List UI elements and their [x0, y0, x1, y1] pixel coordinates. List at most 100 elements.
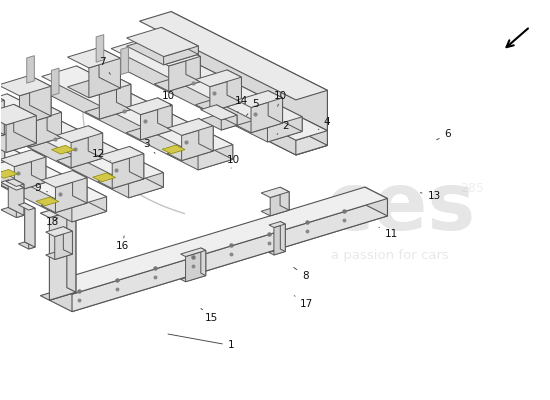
Polygon shape: [8, 180, 24, 215]
Polygon shape: [85, 102, 131, 119]
Polygon shape: [27, 56, 34, 83]
Text: 285: 285: [460, 182, 485, 194]
Polygon shape: [117, 77, 131, 110]
Polygon shape: [98, 172, 144, 188]
Text: 3: 3: [143, 139, 155, 153]
Polygon shape: [50, 187, 387, 294]
Polygon shape: [100, 84, 131, 119]
Polygon shape: [14, 157, 46, 192]
Polygon shape: [0, 104, 36, 125]
Polygon shape: [296, 90, 327, 155]
Polygon shape: [236, 116, 283, 133]
Polygon shape: [41, 196, 87, 213]
Polygon shape: [42, 66, 233, 155]
Polygon shape: [180, 248, 206, 256]
Polygon shape: [6, 179, 24, 186]
Text: 15: 15: [201, 308, 218, 322]
Polygon shape: [99, 48, 120, 88]
Polygon shape: [40, 205, 76, 218]
Polygon shape: [31, 150, 46, 182]
Polygon shape: [185, 250, 206, 282]
Polygon shape: [227, 70, 241, 102]
Polygon shape: [269, 222, 285, 228]
Polygon shape: [0, 132, 4, 138]
Text: 2: 2: [277, 121, 289, 134]
Polygon shape: [280, 222, 285, 252]
Polygon shape: [126, 36, 199, 65]
Polygon shape: [0, 76, 51, 96]
Text: 9: 9: [35, 183, 47, 193]
Polygon shape: [98, 146, 144, 163]
Polygon shape: [201, 248, 206, 276]
Polygon shape: [217, 105, 237, 125]
Polygon shape: [68, 48, 120, 68]
Polygon shape: [0, 98, 4, 135]
Text: 1: 1: [168, 334, 234, 350]
Polygon shape: [161, 27, 199, 54]
Polygon shape: [199, 118, 213, 151]
Polygon shape: [63, 227, 73, 254]
Polygon shape: [251, 98, 283, 133]
Text: a passion for cars: a passion for cars: [331, 249, 449, 262]
Polygon shape: [72, 197, 107, 222]
Polygon shape: [296, 131, 327, 155]
Polygon shape: [71, 133, 103, 168]
Polygon shape: [0, 154, 5, 171]
Polygon shape: [0, 105, 51, 126]
Polygon shape: [46, 227, 73, 236]
Polygon shape: [7, 94, 163, 187]
Polygon shape: [280, 187, 289, 210]
Text: 8: 8: [294, 268, 309, 281]
Polygon shape: [68, 77, 120, 98]
Polygon shape: [201, 115, 237, 130]
Polygon shape: [14, 179, 24, 188]
Polygon shape: [261, 187, 289, 198]
Polygon shape: [57, 126, 103, 142]
Polygon shape: [0, 98, 4, 104]
Text: 7: 7: [99, 58, 111, 74]
Polygon shape: [140, 52, 327, 140]
Polygon shape: [14, 104, 36, 143]
Polygon shape: [268, 91, 283, 123]
Polygon shape: [182, 126, 213, 160]
Polygon shape: [129, 173, 163, 198]
Polygon shape: [274, 224, 285, 255]
Polygon shape: [121, 47, 128, 74]
Polygon shape: [40, 288, 76, 300]
Polygon shape: [171, 12, 327, 145]
Text: 6: 6: [437, 129, 451, 140]
Polygon shape: [146, 38, 302, 132]
Polygon shape: [73, 170, 87, 203]
Text: ces: ces: [326, 169, 476, 247]
Polygon shape: [55, 231, 73, 260]
Polygon shape: [140, 105, 172, 140]
Polygon shape: [195, 95, 241, 112]
Text: 12: 12: [92, 149, 111, 161]
Polygon shape: [30, 76, 51, 116]
Polygon shape: [96, 35, 104, 62]
Polygon shape: [1, 180, 24, 190]
Polygon shape: [76, 66, 233, 159]
Polygon shape: [0, 136, 5, 171]
Text: 10: 10: [227, 155, 240, 168]
Polygon shape: [195, 70, 241, 87]
Polygon shape: [50, 210, 76, 300]
Polygon shape: [56, 178, 87, 213]
Polygon shape: [155, 49, 200, 66]
Polygon shape: [261, 206, 289, 216]
Polygon shape: [29, 208, 35, 249]
Polygon shape: [0, 175, 46, 192]
Polygon shape: [18, 203, 35, 210]
Polygon shape: [210, 77, 241, 112]
Polygon shape: [162, 145, 185, 154]
Text: 5: 5: [246, 99, 259, 116]
Polygon shape: [126, 123, 172, 140]
Polygon shape: [0, 132, 36, 152]
Polygon shape: [167, 144, 213, 160]
Polygon shape: [180, 273, 206, 282]
Polygon shape: [50, 204, 387, 312]
Polygon shape: [16, 184, 24, 190]
Text: 10: 10: [162, 91, 174, 106]
Polygon shape: [47, 105, 62, 138]
Polygon shape: [85, 77, 131, 94]
